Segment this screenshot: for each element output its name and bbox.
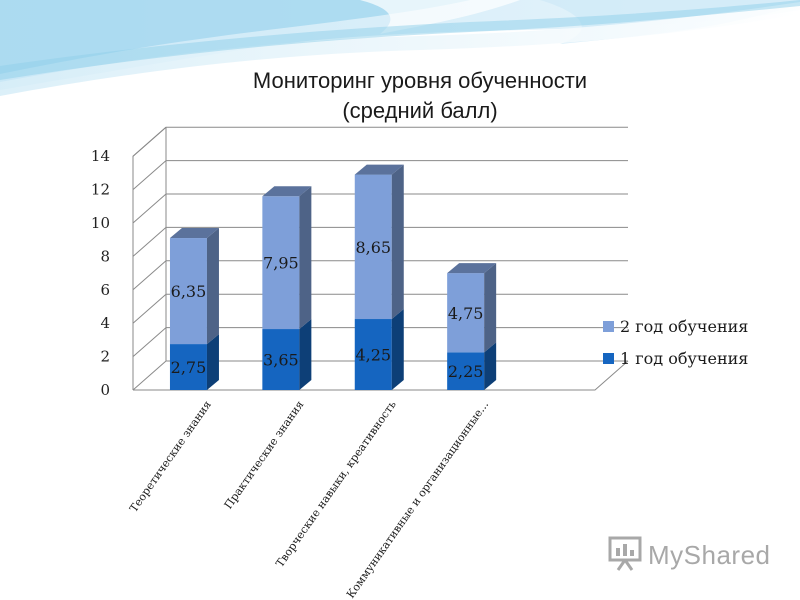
bar-segment (169, 334, 219, 390)
side-wall-edge (132, 126, 167, 390)
bar-front (354, 319, 392, 390)
bar-segment (354, 164, 404, 320)
bar-side (206, 334, 219, 390)
bar-side (484, 263, 497, 353)
y-tick-label: 8 (100, 247, 110, 265)
bar-top (447, 263, 497, 274)
bar-front (169, 344, 207, 390)
bar-segment (262, 319, 312, 390)
watermark-text: MyShared (648, 540, 771, 570)
bar-top (169, 228, 219, 239)
gridline (132, 193, 628, 224)
y-tick-label: 14 (91, 147, 110, 165)
bar-top (262, 186, 312, 197)
y-tick-label: 6 (100, 281, 110, 299)
bar-front (262, 329, 300, 390)
gridline (132, 226, 628, 257)
bar-side (299, 186, 312, 330)
gridline (132, 260, 628, 291)
data-label: 4,75 (448, 304, 484, 323)
bar-side (484, 342, 497, 390)
gridline (132, 126, 628, 157)
legend-swatch (603, 321, 614, 332)
legend-label: 1 год обучения (620, 349, 748, 368)
bar-front (447, 352, 485, 390)
bar-segment (169, 228, 219, 345)
bar-side (391, 164, 404, 320)
category-labels: Теоретические знания Практические знанияТ… (127, 398, 491, 600)
legend-swatch (603, 353, 614, 364)
bar-front (169, 238, 207, 345)
chart-title: Мониторинг уровня обученности (средний б… (0, 66, 800, 126)
presentation-board-icon (608, 536, 642, 571)
bar-side (299, 319, 312, 390)
gridline (132, 160, 628, 190)
data-label: 4,25 (355, 346, 391, 365)
y-tick-label: 4 (100, 314, 110, 332)
y-axis-ticks: 0 2 4 6 8 10 12 14 (91, 147, 110, 399)
bar-front (262, 196, 300, 330)
category-label: Практические знания (222, 398, 307, 511)
bar-side (206, 228, 219, 345)
category-label: Теоретические знания (127, 398, 214, 515)
y-tick-label: 12 (91, 181, 110, 199)
bar-segment (262, 186, 312, 330)
legend-label: 2 год обучения (620, 317, 748, 336)
data-label: 2,25 (448, 362, 484, 381)
bar-segment (447, 263, 497, 353)
data-label: 3,65 (263, 351, 299, 370)
chart-title-line2: (средний балл) (342, 98, 498, 123)
data-label: 7,95 (263, 254, 299, 273)
y-tick-label: 10 (91, 214, 110, 232)
y-tick-label: 0 (100, 381, 110, 399)
bar-front (354, 174, 392, 320)
legend: 2 год обучения 1 год обучения (603, 317, 748, 368)
bar-front (447, 273, 485, 353)
bar-segment (447, 342, 497, 390)
bar-side (391, 309, 404, 390)
data-label: 2,75 (171, 358, 207, 377)
bar-top (354, 164, 404, 175)
data-label: 6,35 (171, 282, 207, 301)
bars: 2,75 6,35 3,65 7,95 4,25 8,65 2,25 4,75 (169, 164, 497, 390)
bar-segment (354, 309, 404, 390)
y-tick-label: 2 (100, 348, 110, 366)
data-label: 8,65 (355, 238, 391, 257)
chart-title-line1: Мониторинг уровня обученности (252, 68, 588, 93)
